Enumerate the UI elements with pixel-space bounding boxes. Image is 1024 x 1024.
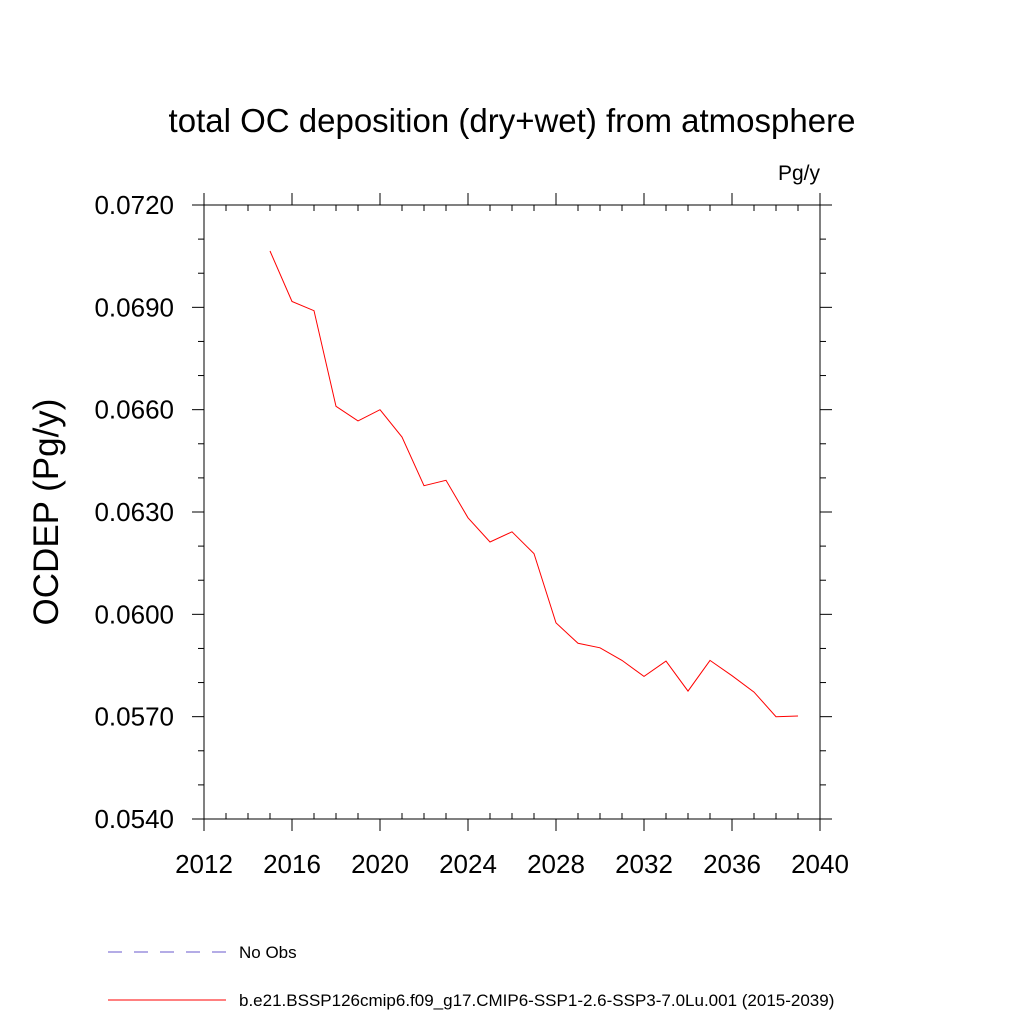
x-tick-label: 2020	[351, 849, 409, 879]
legend-label: b.e21.BSSP126cmip6.f09_g17.CMIP6-SSP1-2.…	[239, 991, 834, 1010]
y-tick-label: 0.0570	[94, 702, 174, 732]
x-tick-label: 2024	[439, 849, 497, 879]
y-tick-label: 0.0720	[94, 190, 174, 220]
series-layer	[269, 250, 799, 718]
plot-frame	[203, 204, 821, 820]
units-label: Pg/y	[778, 162, 821, 185]
y-tick-label: 0.0690	[94, 292, 174, 322]
x-tick-label: 2040	[791, 849, 849, 879]
y-axis-ticks: 0.0540 0.0570 0.0600 0.0630 0.0660 0.0690 0.07…	[94, 190, 832, 834]
x-tick-label: 2012	[175, 849, 233, 879]
y-axis-label: OCDEP (Pg/y)	[27, 399, 66, 626]
y-tick-label: 0.0660	[94, 395, 174, 425]
y-tick-label: 0.0630	[94, 497, 174, 527]
y-tick-label: 0.0600	[94, 599, 174, 629]
legend-label: No Obs	[239, 943, 297, 962]
chart-title: total OC deposition (dry+wet) from atmos…	[169, 102, 856, 139]
x-tick-label: 2016	[263, 849, 321, 879]
x-tick-label: 2028	[527, 849, 585, 879]
legend: No Obs b.e21.BSSP126cmip6.f09_g17.CMIP6-S…	[108, 943, 834, 1010]
series-line	[269, 250, 799, 718]
x-tick-label: 2032	[615, 849, 673, 879]
y-tick-label: 0.0540	[94, 804, 174, 834]
x-tick-label: 2036	[703, 849, 761, 879]
x-axis-ticks: 2012 2016 2020 2024 2028 2032 2036 2040	[175, 193, 849, 879]
